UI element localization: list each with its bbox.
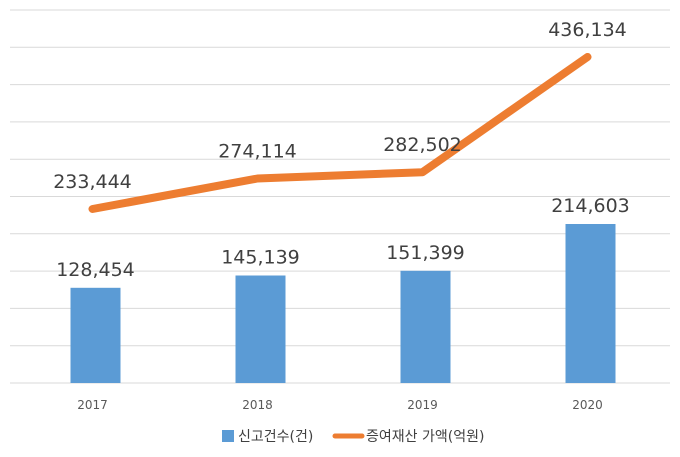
bar-series	[70, 224, 616, 383]
bar-data-label: 214,603	[551, 195, 630, 217]
line-data-label: 436,134	[548, 19, 627, 41]
bar	[235, 275, 286, 383]
bar	[70, 287, 121, 383]
data-labels: 128,454 145,139 151,399 214,603 233,444 274,1…	[53, 19, 630, 281]
x-tick-label: 2017	[77, 398, 108, 412]
x-tick-label: 2020	[572, 398, 603, 412]
line-data-label: 233,444	[53, 171, 132, 193]
line-path	[88, 53, 592, 213]
legend-line-label: 증여재산 가액(억원)	[366, 429, 484, 445]
x-axis-ticks: 2017 2018 2019 2020	[77, 398, 603, 412]
bar-data-label: 151,399	[386, 242, 465, 264]
line-data-label: 274,114	[218, 141, 297, 163]
legend: 신고건수(건) 증여재산 가액(억원)	[222, 429, 484, 445]
x-tick-label: 2018	[242, 398, 273, 412]
legend-bar-swatch	[222, 430, 234, 442]
bar	[565, 224, 616, 383]
bar	[400, 270, 451, 383]
legend-bar-label: 신고건수(건)	[238, 429, 313, 445]
x-tick-label: 2019	[407, 398, 438, 412]
bar-data-label: 145,139	[221, 247, 300, 269]
bar-data-label: 128,454	[56, 259, 135, 281]
line-data-label: 282,502	[383, 134, 462, 156]
line-series	[88, 53, 592, 213]
